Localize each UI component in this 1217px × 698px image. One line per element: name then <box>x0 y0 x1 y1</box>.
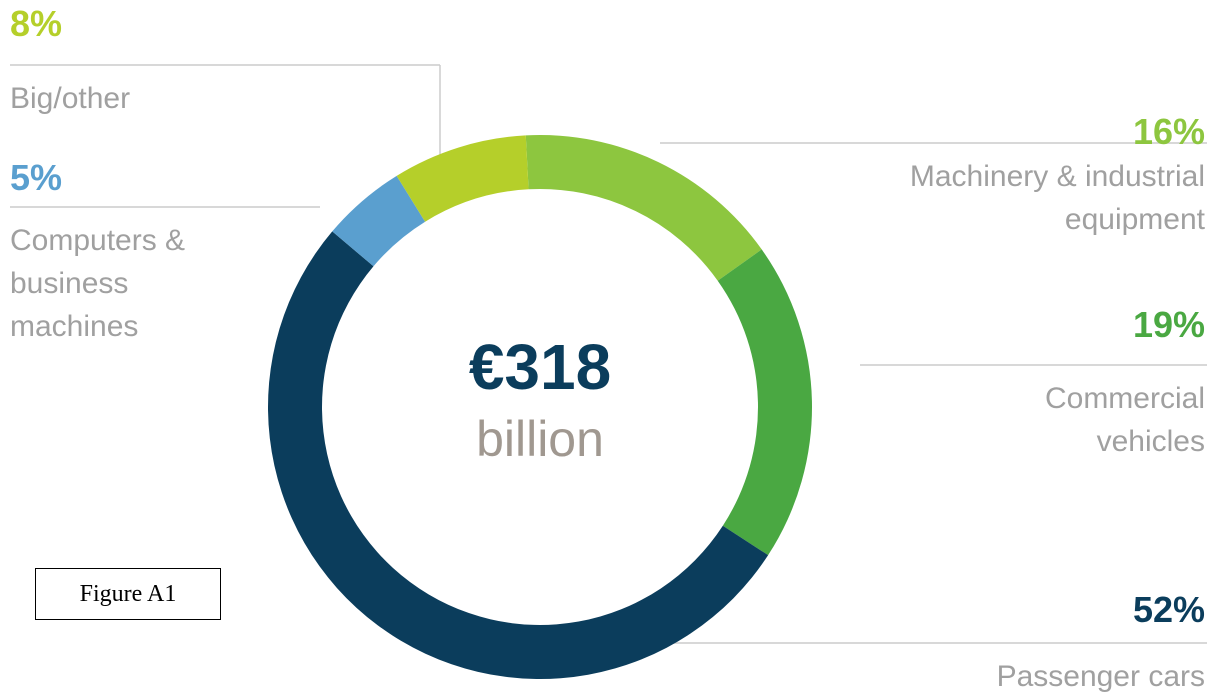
figure-caption: Figure A1 <box>35 568 221 620</box>
donut-segment <box>332 175 426 267</box>
donut-segment <box>717 249 813 556</box>
category-label: Passenger cars <box>996 660 1205 693</box>
donut-segment <box>268 231 769 679</box>
category-label: Machinery & industrial equipment <box>909 160 1205 236</box>
donut-segment <box>396 135 529 222</box>
value-label: 19% <box>1132 304 1205 345</box>
category-label: Big/other <box>10 82 131 115</box>
value-label: 52% <box>1132 589 1205 630</box>
value-label: 16% <box>1132 111 1205 152</box>
category-label: Commercial vehicles <box>1044 382 1205 458</box>
category-label: Computers & business machines <box>10 224 186 343</box>
center-label: billion <box>476 411 604 467</box>
donut-segment <box>525 135 762 281</box>
value-label: 8% <box>10 3 63 44</box>
center-value: €318 <box>468 331 612 403</box>
value-label: 5% <box>10 157 63 198</box>
